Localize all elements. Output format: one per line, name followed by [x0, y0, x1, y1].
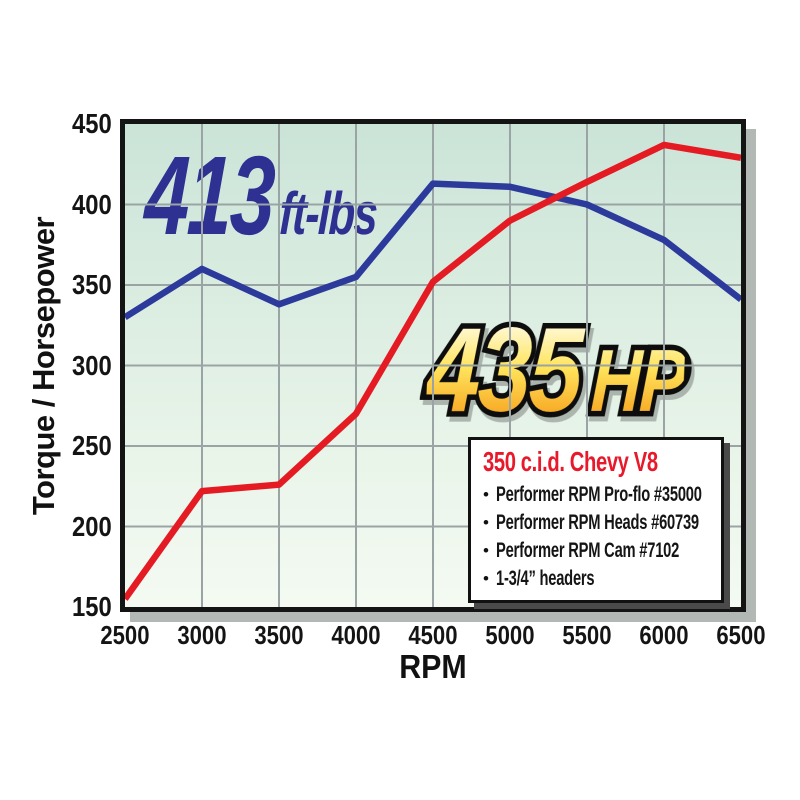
spec-item: • Performer RPM Cam #7102: [483, 537, 711, 565]
spec-box-items: • Performer RPM Pro-flo #35000 • Performer …: [483, 481, 711, 593]
spec-item-label: Performer RPM Cam #7102: [495, 539, 680, 562]
bullet-icon: •: [483, 569, 489, 588]
plot-frame: 413 ft-lbs 435 HP 435 HP 350 c.i.d. Chev…: [120, 119, 746, 612]
x-tick-label: 5000: [485, 620, 535, 650]
y-tick-label: 300: [72, 349, 112, 381]
x-tick-label: 2500: [100, 620, 150, 650]
spec-item-label: Performer RPM Pro-flo #35000: [495, 483, 702, 506]
x-tick-label: 3500: [254, 620, 304, 650]
spec-item-label: 1-3/4” headers: [495, 567, 595, 590]
x-tick-label: 6000: [639, 620, 689, 650]
engine-spec-box: 350 c.i.d. Chevy V8 • Performer RPM Pro-f…: [468, 437, 724, 603]
bullet-icon: •: [483, 513, 489, 532]
y-tick-label: 250: [72, 430, 112, 461]
y-tick-label: 350: [72, 269, 112, 300]
x-tick-label: 4000: [331, 620, 381, 650]
bullet-icon: •: [483, 485, 489, 504]
y-tick-label: 450: [72, 108, 112, 139]
y-tick-label: 400: [72, 188, 112, 220]
y-tick-label: 200: [72, 510, 112, 542]
y-tick-label: 150: [72, 591, 112, 622]
x-tick-label: 3000: [177, 620, 227, 650]
spec-item: • Performer RPM Pro-flo #35000: [483, 481, 711, 509]
x-tick-label: 6500: [716, 620, 766, 650]
x-tick-label: 4500: [408, 620, 458, 650]
horsepower-curve: [125, 141, 741, 601]
spec-item: • 1-3/4” headers: [483, 565, 711, 593]
bullet-icon: •: [483, 541, 489, 560]
dyno-curves-svg: [125, 124, 741, 607]
torque-curve: [125, 180, 741, 320]
spec-item-label: Performer RPM Heads #60739: [495, 511, 699, 534]
x-axis-title: RPM: [399, 648, 467, 685]
spec-item: • Performer RPM Heads #60739: [483, 509, 711, 537]
plot-area: 413 ft-lbs 435 HP 435 HP 350 c.i.d. Chev…: [125, 124, 741, 607]
spec-box-title: 350 c.i.d. Chevy V8: [483, 446, 658, 477]
x-tick-label: 5500: [562, 620, 612, 650]
